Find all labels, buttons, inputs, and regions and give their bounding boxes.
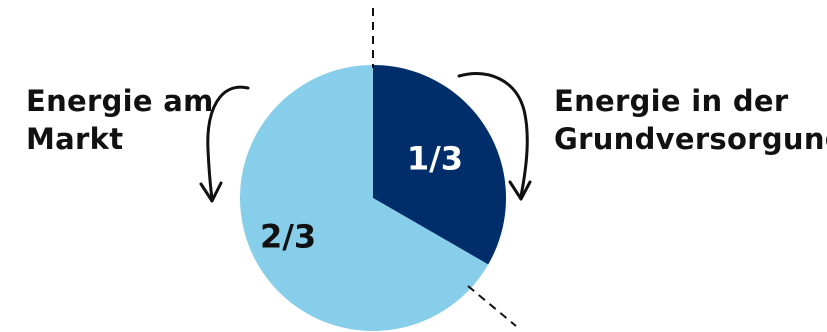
annotation-left-line-1: Energie am (26, 84, 214, 118)
curved-arrow-right-icon (457, 72, 532, 201)
curved-arrow-left-icon (199, 85, 250, 203)
slice-label-1: 1/3 (407, 139, 463, 177)
pie-slice-1 (373, 65, 507, 265)
annotation-right-line-1: Energie in der (554, 84, 789, 118)
boundary-line-bottom (467, 285, 517, 327)
slice-labels: 1/3 2/3 (260, 139, 463, 255)
annotation-left-line-2: Markt (26, 122, 124, 156)
annotation-energie-in-der-grundversorgung: Energie in der Grundversorgung (554, 82, 827, 158)
annotation-right-line-2: Grundversorgung (554, 122, 827, 156)
annotation-energie-am-markt: Energie am Markt (26, 82, 216, 158)
slice-label-2: 2/3 (260, 218, 316, 256)
pie-slices (240, 65, 507, 332)
pie-slice-2 (240, 65, 489, 332)
